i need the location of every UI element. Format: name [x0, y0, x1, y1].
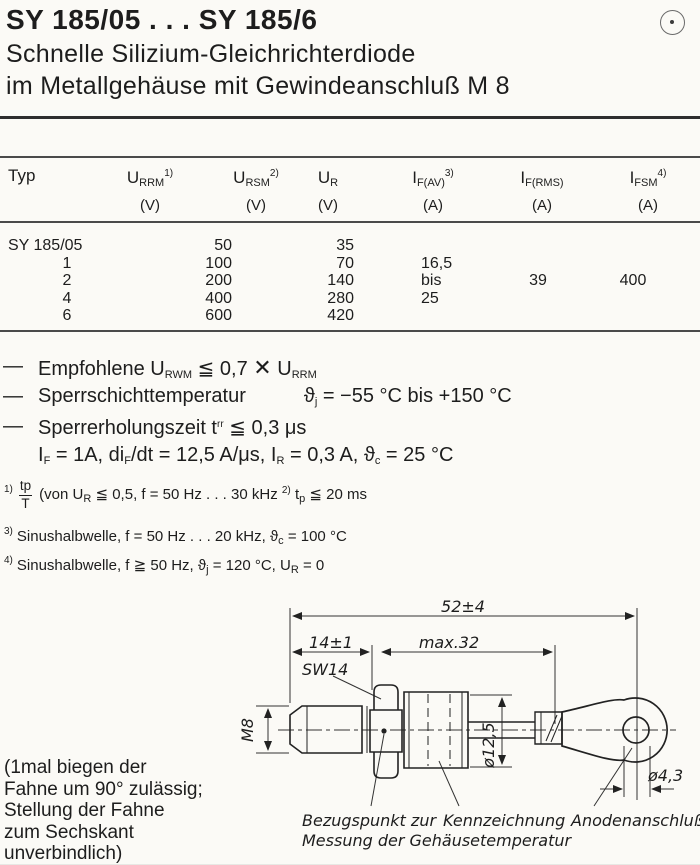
table-row: SY 185/05 50 35: [0, 237, 700, 255]
dim-total-length: 52±4: [441, 597, 485, 616]
case-diameter-label: ø12,5: [478, 722, 498, 768]
cell-urrm: 100: [205, 254, 232, 272]
footnote-4: 4) Sinushalbwelle, f ≧ 50 Hz, ϑj = 120 °…: [4, 554, 325, 577]
dim-stud-length: 14±1: [309, 633, 353, 652]
column-header-urrm: URRM1) (V): [126, 168, 174, 214]
footnote-mark: 3): [4, 526, 13, 537]
cell-ifav: 25: [421, 289, 439, 307]
heavy-divider-rule: [0, 116, 700, 119]
cell-ur: 280: [327, 289, 354, 307]
column-header-ifav: IF(AV)3) (A): [412, 168, 454, 214]
dimension-lines: [256, 608, 674, 800]
note-dash: —: [3, 385, 23, 407]
table-top-rule: [0, 156, 700, 158]
times-cross: ✕: [253, 355, 272, 380]
reference-point-label-line1: Bezugspunkt zur: [302, 811, 437, 830]
crimp-sleeve: [534, 711, 563, 745]
circle-dot-icon: [660, 10, 685, 35]
cell-ur: 140: [327, 272, 354, 290]
table-row: 2 200 140 bis 39 400: [0, 272, 700, 290]
cell-typ: 2: [62, 272, 72, 290]
note-dash: —: [3, 415, 23, 437]
wrench-size-label: SW14: [302, 660, 349, 679]
dim-case-length: max.32: [418, 633, 480, 652]
cell-typ: 4: [62, 289, 72, 307]
cell-typ: SY 185/05: [8, 237, 83, 254]
footnote-3: 3) Sinushalbwelle, f = 50 Hz . . . 20 kH…: [4, 526, 347, 547]
footnote-mark: 1): [4, 483, 13, 495]
footnote-mark: 4): [4, 554, 13, 566]
subtitle-line2: im Metallgehäuse mit Gewindeanschluß M 8: [6, 72, 510, 100]
marking-label: Kennzeichnung: [443, 811, 566, 830]
anode-terminal-label: Anodenanschluß: [571, 811, 700, 830]
column-header-ursm: URSM2) (V): [233, 168, 279, 214]
leader-lines: [332, 675, 633, 807]
cell-ur: 70: [336, 254, 354, 272]
cell-urrm: 50: [214, 237, 232, 254]
threaded-stud: [289, 705, 363, 754]
flag-bending-note: (1mal biegen der Fahne um 90° zulässig; …: [4, 757, 203, 864]
cell-ifsm: 400: [619, 272, 647, 290]
thread-size-label: M8: [237, 718, 257, 742]
duty-cycle-fraction: tp T: [18, 478, 33, 511]
cell-ifrms: 39: [529, 272, 547, 290]
cell-ifav: 16,5: [421, 254, 453, 272]
column-header-typ: Typ: [8, 166, 36, 185]
cell-typ: 6: [62, 307, 72, 325]
cell-urrm: 400: [205, 289, 232, 307]
cell-urrm: 200: [205, 272, 232, 290]
column-header-ifsm: IFSM4) (A): [629, 168, 667, 214]
table-row: 6 600 420: [0, 307, 700, 325]
column-header-ifrms: IF(RMS) (A): [520, 168, 564, 214]
lead-wire: [468, 721, 535, 739]
table-row: 4 400 280 25: [0, 290, 700, 308]
cell-typ: 1: [62, 254, 72, 272]
footnote-1: 1) tp T (von UR ≦ 0,5, f = 50 Hz . . . 30…: [4, 478, 368, 511]
table-bottom-rule: [0, 330, 700, 332]
reference-point-label-line2: Messung der Gehäusetemperatur: [302, 831, 572, 850]
reference-dot: [381, 728, 387, 734]
subtitle-line1: Schnelle Silizium-Gleichrichterdiode: [6, 40, 416, 68]
column-header-ur: UR (V): [317, 168, 339, 214]
circle-dot-center: [670, 20, 674, 24]
table-row: 1 100 70 16,5: [0, 255, 700, 273]
note-dash: —: [3, 355, 23, 377]
table-header-rule: [0, 221, 700, 223]
hex-nut: [369, 684, 403, 779]
flag-hole: [622, 716, 650, 744]
page-title: SY 185/05 . . . SY 185/6: [6, 4, 318, 35]
cell-urrm: 600: [205, 307, 232, 325]
cell-ur: 420: [327, 307, 354, 325]
case-cylinder: [403, 691, 469, 769]
cell-ur: 35: [336, 237, 354, 254]
cell-ifav: bis: [421, 272, 442, 290]
solder-flag: [561, 697, 668, 763]
hole-diameter-label: ø4,3: [648, 766, 684, 785]
